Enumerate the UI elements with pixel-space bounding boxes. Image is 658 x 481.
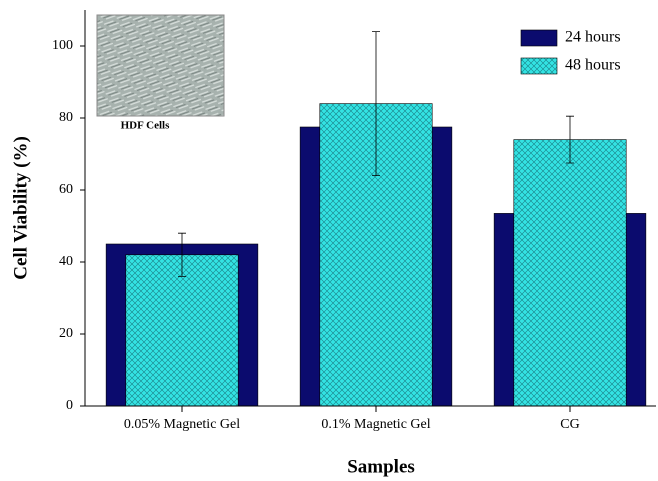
error-bar <box>566 115 574 164</box>
legend-label: 48 hours <box>565 57 621 74</box>
y-tick-label: 60 <box>59 182 73 197</box>
error-bar <box>178 232 186 277</box>
y-tick-label: 0 <box>66 398 73 413</box>
y-tick-label: 80 <box>59 110 73 125</box>
y-tick-label: 100 <box>52 38 73 53</box>
x-axis-title: Samples <box>347 456 415 477</box>
y-tick-label: 20 <box>59 326 73 341</box>
bar <box>513 139 627 407</box>
legend-label: 24 hours <box>565 29 621 46</box>
y-axis-title: Cell Viability (%) <box>10 136 31 280</box>
x-tick-label: 0.05% Magnetic Gel <box>124 417 240 432</box>
bar <box>125 254 239 407</box>
x-tick-label: CG <box>560 417 579 432</box>
legend-swatch <box>520 29 558 47</box>
legend-swatch <box>520 57 558 75</box>
y-tick-label: 40 <box>59 254 73 269</box>
inset-label: HDF Cells <box>121 120 170 132</box>
inset-image <box>96 14 225 117</box>
x-tick-label: 0.1% Magnetic Gel <box>321 417 430 432</box>
error-bar <box>372 31 380 176</box>
